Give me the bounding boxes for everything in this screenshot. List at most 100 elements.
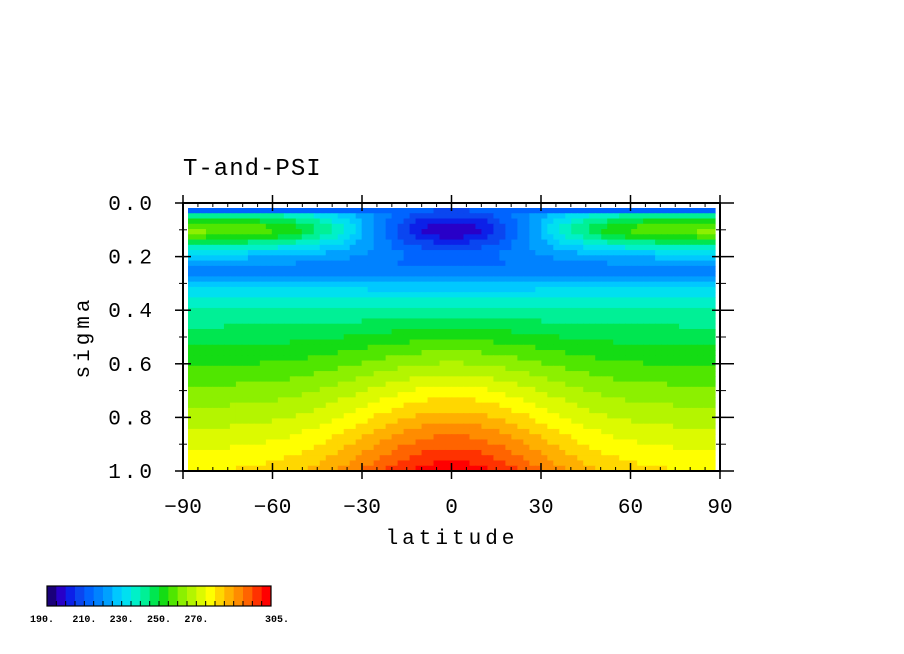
field-cell (259, 350, 267, 356)
field-cell (601, 229, 608, 235)
field-cell (709, 402, 716, 409)
field-cell (499, 260, 506, 267)
field-cell (229, 355, 237, 362)
field-cell (217, 334, 225, 341)
field-cell (595, 355, 602, 362)
field-cell (565, 428, 572, 435)
field-cell (463, 418, 471, 425)
field-cell (577, 281, 584, 288)
field-cell (433, 281, 441, 288)
field-cell (259, 255, 267, 262)
field-cell (577, 355, 584, 362)
field-cell (289, 386, 297, 393)
field-cell (355, 402, 363, 409)
field-cell (679, 239, 686, 246)
field-cell (235, 444, 243, 451)
field-cell (247, 397, 255, 404)
field-cell (253, 307, 261, 314)
field-cell (643, 313, 650, 320)
field-cell (409, 328, 417, 335)
field-cell (583, 455, 590, 462)
field-cell (349, 365, 357, 372)
field-cell (691, 276, 698, 283)
field-cell (331, 350, 339, 356)
field-cell (697, 323, 704, 330)
field-cell (295, 218, 303, 225)
field-cell (319, 386, 327, 393)
field-cell (679, 376, 686, 383)
field-cell (523, 376, 530, 383)
field-cell (265, 286, 273, 293)
field-cell (379, 465, 387, 472)
field-cell (247, 402, 255, 409)
field-cell (343, 439, 351, 446)
field-cell (457, 250, 465, 256)
field-cell (487, 334, 495, 341)
field-cell (259, 229, 267, 235)
field-cell (583, 355, 590, 362)
field-cell (499, 439, 506, 446)
field-cell (235, 334, 243, 341)
field-cell (685, 218, 692, 225)
field-cell (295, 360, 303, 367)
field-cell (445, 465, 453, 472)
field-cell (631, 339, 638, 346)
field-cell (463, 381, 471, 388)
field-cell (493, 444, 501, 451)
field-cell (295, 223, 303, 230)
field-cell (427, 271, 435, 277)
field-cell (613, 318, 620, 325)
field-cell (229, 260, 237, 267)
field-cell (697, 281, 704, 288)
field-cell (343, 260, 351, 267)
y-tick-label: 0.6 (108, 355, 155, 378)
field-cell (619, 371, 626, 377)
field-cell (283, 239, 291, 246)
field-cell (427, 465, 435, 472)
field-cell (679, 392, 686, 398)
field-cell (403, 302, 411, 309)
field-cell (397, 449, 405, 456)
field-cell (325, 213, 333, 220)
field-cell (697, 244, 704, 251)
field-cell (367, 307, 375, 314)
field-cell (193, 460, 201, 467)
field-cell (188, 292, 195, 299)
field-cell (277, 223, 285, 230)
field-cell (421, 350, 429, 356)
field-cell (313, 271, 321, 277)
field-cell (301, 307, 309, 314)
field-cell (559, 371, 566, 377)
field-cell (403, 307, 411, 314)
field-cell (397, 355, 405, 362)
temperature-field (188, 208, 716, 472)
field-cell (559, 365, 566, 372)
field-cell (589, 281, 596, 288)
field-cell (661, 423, 668, 430)
field-cell (229, 265, 237, 272)
colorbar-label: 230. (110, 615, 134, 626)
field-cell (223, 418, 231, 425)
field-cell (631, 407, 638, 414)
field-cell (397, 255, 405, 262)
field-cell (361, 239, 369, 246)
field-cell (223, 402, 231, 409)
field-cell (271, 449, 279, 456)
field-cell (697, 465, 704, 472)
field-cell (223, 302, 231, 309)
field-cell (571, 407, 578, 414)
field-cell (205, 428, 213, 435)
field-cell (541, 413, 548, 419)
field-cell (289, 413, 297, 419)
field-cell (259, 239, 267, 246)
field-cell (397, 223, 405, 230)
field-cell (235, 455, 243, 462)
field-cell (379, 318, 387, 325)
field-cell (547, 223, 554, 230)
field-cell (283, 234, 291, 241)
field-cell (397, 307, 405, 314)
field-cell (415, 213, 423, 220)
field-cell (271, 413, 279, 419)
field-cell (673, 449, 680, 456)
field-cell (619, 397, 626, 404)
